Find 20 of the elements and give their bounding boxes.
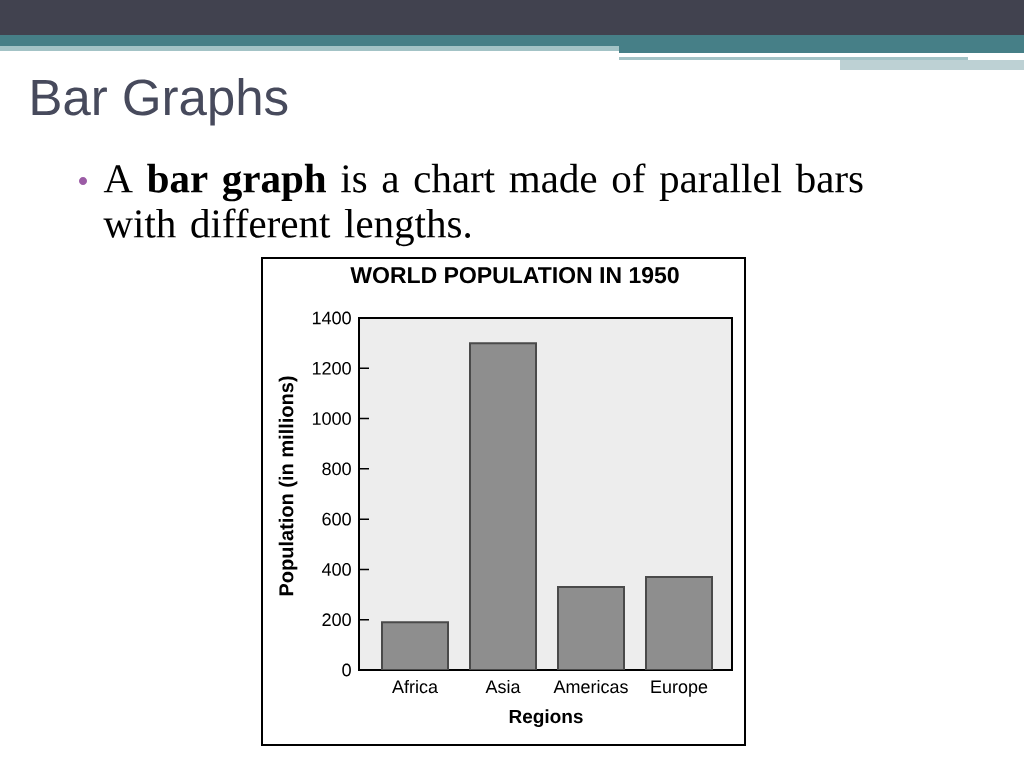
text: Bar Graphs: [32, 78, 288, 126]
y-tick-label: 1000: [312, 412, 351, 425]
x-tick-label: Americas: [553, 679, 628, 694]
y-tick-label: 800: [322, 462, 351, 476]
y-tick-label: 1200: [312, 361, 351, 375]
y-tick-label: 400: [321, 563, 351, 576]
bar: [470, 343, 536, 670]
y-axis-title: Population (in millions): [278, 376, 298, 596]
chart-title: WORLD POPULATION IN 1950: [350, 266, 679, 284]
x-axis-title: Regions: [509, 709, 583, 728]
x-tick-label: Asia: [485, 679, 521, 694]
y-tick-label: 1400: [312, 311, 351, 325]
y-tick-label: 200: [322, 613, 351, 627]
x-tick-label: Europe: [651, 680, 708, 697]
bar: [382, 622, 448, 670]
text: A bar graph is a chart made of parallel bars with different lengths.: [103, 163, 863, 247]
bar: [558, 587, 624, 670]
y-tick-label: 600: [322, 512, 351, 526]
y-tick-label: 0: [342, 663, 351, 677]
x-tick-label: Africa: [392, 679, 438, 694]
